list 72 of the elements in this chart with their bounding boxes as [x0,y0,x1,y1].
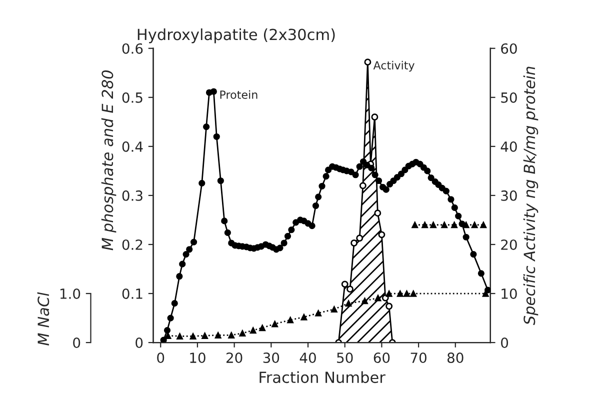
y3-tick-label: 0 [73,338,80,348]
point [272,320,278,328]
point [412,222,418,228]
point [361,298,368,304]
y-tick-label: 0.5 [122,92,142,103]
point [410,290,417,297]
y-tick-label: 0.6 [122,43,143,54]
point [378,231,386,238]
point [250,326,256,334]
point [341,280,348,288]
point [190,332,196,340]
point [214,332,222,338]
point [364,58,372,66]
annotation: Activity [373,60,414,72]
x-tick-label: 80 [448,352,464,364]
y2-tick-label: 0 [501,338,508,348]
point [480,222,487,228]
y2-tick-label: 10 [502,288,517,299]
point [259,324,266,332]
point [345,300,352,307]
y-tick-label: 0.4 [122,141,143,152]
x-tick-label: 0 [157,352,164,364]
y-tick-label: 0 [136,338,143,348]
y3-tick-label: 1.0 [60,288,80,299]
point [430,222,437,228]
y2-tick-label: 60 [501,43,517,54]
point [386,302,393,310]
point [287,316,294,324]
y2-tick-label: 30 [501,190,517,201]
point [441,222,448,228]
point [300,314,308,320]
x-tick-label: 60 [374,352,390,364]
annotation: Protein [220,90,258,99]
point [471,222,478,228]
point [450,222,458,228]
point [228,332,235,338]
chart-title: Hydroxylapatite (2x30cm) [138,28,335,44]
point [239,330,246,337]
y2-tick-label: 50 [501,92,517,103]
y-tick-label: 0.1 [122,288,142,299]
y2-axis-title: Specific Activity ng Bk/mg protein [523,66,538,326]
point [356,234,364,242]
x-tick-label: 10 [190,352,206,364]
point [403,290,410,297]
point [202,332,208,339]
point [164,332,172,339]
x-tick-label: 70 [410,352,426,364]
y2-tick-label: 20 [501,239,517,250]
x-tick-label: 40 [300,352,316,364]
x-tick-label: 30 [263,352,280,364]
point [315,310,322,316]
point [176,332,184,340]
point [330,306,338,313]
point [350,240,358,246]
point [422,222,428,228]
point [386,290,392,297]
point [374,294,382,302]
point [396,290,404,297]
y2-tick-label: 40 [500,141,517,152]
y-tick-label: 0.3 [122,190,142,201]
point [374,210,382,217]
point [359,182,366,190]
y-axis-title: M phosphate and E 280 [101,70,116,250]
y3-axis-title: M NaCl [37,292,50,346]
point [346,286,354,293]
x-tick-label: 20 [226,352,242,364]
y-tick-label: 0.2 [122,239,142,250]
point [462,222,470,228]
x-tick-label: 50 [337,352,353,364]
point [482,290,489,297]
x-axis-title: Fraction Number [260,371,386,384]
point [371,114,378,120]
